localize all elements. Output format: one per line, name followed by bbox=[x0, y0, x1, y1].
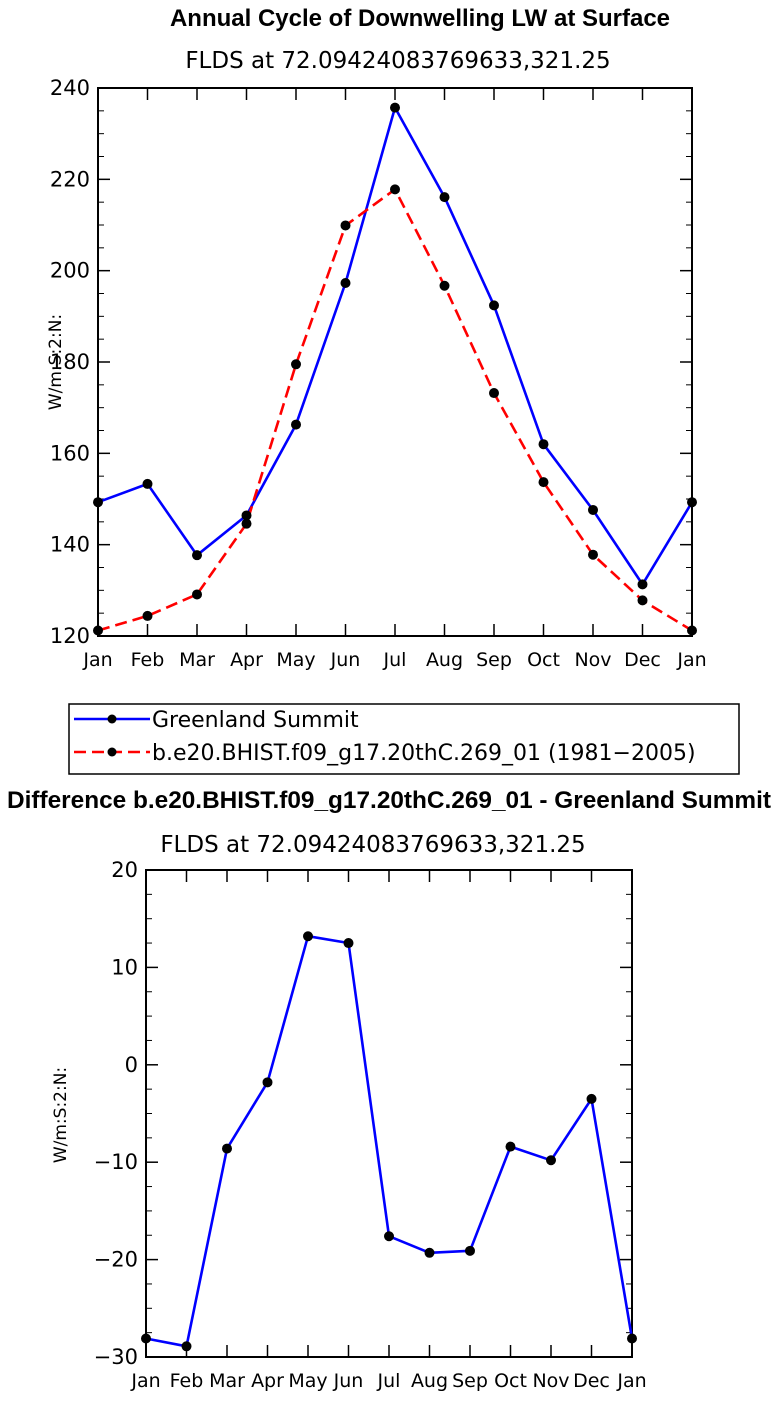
chart2-series-1-point-4 bbox=[303, 931, 313, 942]
chart1-series-1-point-9 bbox=[538, 439, 549, 450]
chart1-x-tick-label-jan: Jan bbox=[82, 649, 112, 671]
chart2-y-tick-label: 10 bbox=[111, 955, 138, 979]
chart1-series-1-point-11 bbox=[637, 579, 648, 590]
chart1-series-2-point-7 bbox=[439, 280, 450, 291]
chart1-x-tick-label-jul: Jul bbox=[383, 649, 407, 671]
legend-box bbox=[68, 703, 740, 775]
chart1-x-tick-label-nov: Nov bbox=[574, 649, 611, 671]
chart2-plot: Jan Feb Mar Apr May Jun Jul Aug Sep Oct Nov Dec Jan−… bbox=[94, 858, 647, 1392]
chart1-plot-frame bbox=[97, 87, 693, 637]
chart1-title: Annual Cycle of Downwelling LW at Surfac… bbox=[170, 5, 670, 32]
chart1-series-1-point-10 bbox=[588, 504, 598, 515]
chart1-series-2-point-0 bbox=[93, 625, 103, 636]
chart1-series-1-point-12 bbox=[687, 497, 697, 508]
chart1-series-1-point-8 bbox=[489, 300, 499, 311]
legend-entry-model: b.e20.BHIST.f09_g17.20thC.269_01 (1981−2… bbox=[152, 741, 696, 766]
chart1-y-tick-label: 200 bbox=[50, 259, 90, 283]
chart1-y-tick-label: 140 bbox=[50, 533, 90, 557]
chart1-plot: Jan Feb Mar Apr May Jun Jul Aug Sep Oct Nov Dec Jan1… bbox=[50, 76, 707, 671]
chart1-series-1-point-3 bbox=[241, 510, 252, 521]
chart2-title: Difference b.e20.BHIST.f09_g17.20thC.269… bbox=[7, 787, 771, 814]
chart2-x-tick-label-apr: Apr bbox=[251, 1370, 284, 1392]
chart2-y-axis-label: W/m:S:2:N: bbox=[51, 1067, 71, 1163]
chart2-series-1-point-6 bbox=[384, 1231, 394, 1242]
chart1-series-2-point-10 bbox=[588, 549, 598, 560]
chart1-series-2-point-9 bbox=[538, 477, 549, 488]
chart2-y-tick-label: 0 bbox=[125, 1053, 138, 1077]
chart2-subtitle: FLDS at 72.09424083769633,321.25 bbox=[160, 832, 585, 858]
chart1-series-1-point-0 bbox=[93, 497, 103, 508]
chart1-x-tick-label-oct: Oct bbox=[527, 649, 560, 671]
chart2-series-1-point-11 bbox=[586, 1093, 597, 1104]
chart1-series-2-point-6 bbox=[390, 184, 400, 195]
chart2-y-tick-label: −20 bbox=[94, 1248, 138, 1272]
chart1-x-tick-label-mar: Mar bbox=[179, 649, 215, 671]
chart1-series-1-point-4 bbox=[291, 419, 301, 430]
legend-marker-greenland-summit bbox=[107, 714, 117, 724]
chart1-series-1-point-6 bbox=[390, 102, 400, 113]
chart2-series-1-point-7 bbox=[424, 1247, 435, 1258]
chart2-series-1-point-0 bbox=[141, 1333, 151, 1344]
chart2-x-tick-label-jun: Jun bbox=[333, 1370, 364, 1392]
chart2-x-tick-label-nov: Nov bbox=[532, 1370, 569, 1392]
chart2-series-line-1 bbox=[145, 934, 634, 1348]
chart1-x-tick-label-may: May bbox=[276, 649, 315, 671]
chart2-series-1-point-1 bbox=[181, 1341, 192, 1352]
chart2-x-tick-label-jan: Jan bbox=[130, 1370, 160, 1392]
legend-marker-model bbox=[107, 747, 117, 757]
chart1-x-tick-label-dec: Dec bbox=[624, 649, 661, 671]
chart1-series-1-point-2 bbox=[192, 550, 202, 561]
chart1-y-axis-label: W/m:S:2:N: bbox=[46, 314, 66, 410]
chart1-x-tick-label-jan: Jan bbox=[676, 649, 706, 671]
chart2-series-1-point-8 bbox=[465, 1245, 475, 1256]
chart1-series-2-point-1 bbox=[142, 610, 153, 621]
chart2-x-tick-label-jul: Jul bbox=[377, 1370, 401, 1392]
chart1-y-tick-label: 220 bbox=[50, 167, 90, 191]
chart2-plot-frame bbox=[145, 869, 633, 1358]
chart2-x-tick-label-dec: Dec bbox=[573, 1370, 610, 1392]
chart1-legend: Greenland Summit b.e20.BHIST.f09_g17.20t… bbox=[68, 703, 740, 775]
chart2-x-tick-label-mar: Mar bbox=[209, 1370, 245, 1392]
chart1-subtitle: FLDS at 72.09424083769633,321.25 bbox=[185, 48, 610, 74]
chart1-series-2-point-12 bbox=[687, 625, 697, 636]
chart2-y-tick-label: −30 bbox=[94, 1345, 138, 1369]
chart2-y-tick-label: 20 bbox=[111, 858, 138, 882]
chart2-x-tick-label-jan: Jan bbox=[616, 1370, 646, 1392]
chart1-y-tick-label: 160 bbox=[50, 441, 90, 465]
chart1-series-line-2 bbox=[97, 188, 693, 632]
chart1-series-line-1 bbox=[97, 106, 694, 586]
chart2-x-tick-label-feb: Feb bbox=[170, 1370, 204, 1392]
chart2-series-1-point-12 bbox=[627, 1333, 637, 1344]
chart1-series-2-point-8 bbox=[489, 388, 499, 399]
chart2-x-tick-label-oct: Oct bbox=[494, 1370, 527, 1392]
chart1-series-2-point-2 bbox=[192, 589, 202, 600]
chart1-x-tick-label-aug: Aug bbox=[426, 649, 463, 671]
chart2-x-tick-label-sep: Sep bbox=[452, 1370, 488, 1392]
chart1-series-1-point-5 bbox=[340, 277, 351, 288]
chart1-x-tick-label-sep: Sep bbox=[476, 649, 512, 671]
chart1-series-1-point-7 bbox=[439, 192, 450, 203]
chart2-series-1-point-9 bbox=[505, 1141, 516, 1152]
chart1-series-2-point-5 bbox=[340, 220, 351, 231]
chart1-series-2-point-11 bbox=[637, 595, 648, 606]
chart1-y-tick-label: 120 bbox=[50, 624, 90, 648]
chart1-y-tick-label: 180 bbox=[50, 350, 90, 374]
chart1-series-2-point-4 bbox=[291, 359, 301, 370]
chart2-x-tick-label-may: May bbox=[288, 1370, 327, 1392]
chart2-series-1-point-10 bbox=[546, 1155, 556, 1166]
chart1-x-tick-label-jun: Jun bbox=[330, 649, 361, 671]
chart2-series-1-point-5 bbox=[343, 938, 354, 949]
chart1-x-tick-label-apr: Apr bbox=[230, 649, 263, 671]
chart1-series-2-point-3 bbox=[241, 518, 252, 529]
chart2-series-1-point-2 bbox=[222, 1143, 232, 1154]
legend-entry-greenland-summit: Greenland Summit bbox=[152, 708, 359, 733]
chart1-x-tick-label-feb: Feb bbox=[131, 649, 165, 671]
chart1-series-1-point-1 bbox=[142, 478, 153, 489]
chart2-y-tick-label: −10 bbox=[94, 1150, 138, 1174]
chart2-series-1-point-3 bbox=[262, 1077, 273, 1088]
chart1-y-tick-label: 240 bbox=[50, 76, 90, 100]
chart2-x-tick-label-aug: Aug bbox=[411, 1370, 448, 1392]
